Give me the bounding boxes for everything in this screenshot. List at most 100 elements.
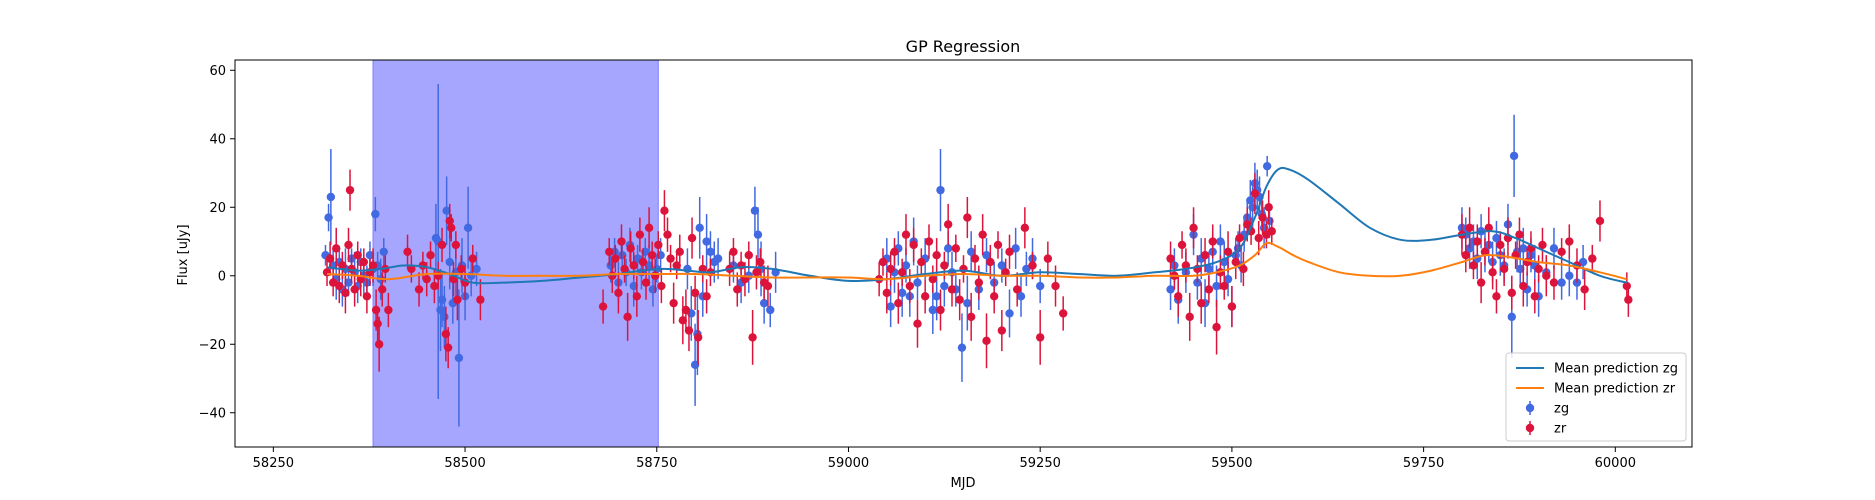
data-point [1204, 264, 1214, 274]
data-point [989, 292, 999, 301]
data-point [943, 220, 953, 229]
data-point [1197, 298, 1206, 308]
data-point [1262, 161, 1272, 171]
x-tick-label: 58750 [636, 456, 677, 471]
data-point [1492, 233, 1501, 243]
data-point [1166, 285, 1175, 294]
data-point [350, 285, 359, 294]
data-point [1001, 268, 1010, 277]
data-point [966, 312, 976, 322]
data-point [1480, 247, 1490, 256]
data-point [371, 305, 381, 315]
data-point [611, 254, 620, 263]
data-point [920, 292, 930, 301]
data-point [905, 281, 915, 291]
data-point [463, 223, 473, 233]
data-point [1208, 237, 1217, 246]
data-point [644, 223, 654, 233]
data-point [901, 230, 911, 239]
data-point [440, 312, 449, 322]
data-point [324, 213, 333, 222]
data-point [1220, 281, 1229, 291]
data-point [890, 247, 899, 256]
data-point [878, 257, 888, 267]
x-tick-label: 59000 [828, 456, 869, 471]
legend-label: zr [1554, 422, 1567, 437]
data-point [924, 237, 934, 246]
data-point [442, 206, 451, 215]
data-point [598, 302, 608, 311]
data-point [1166, 254, 1175, 263]
data-point [1005, 309, 1014, 318]
data-point [445, 257, 454, 267]
data-point [1258, 213, 1267, 222]
data-point [1267, 227, 1276, 236]
plot-frame [234, 59, 1693, 448]
data-point [1016, 292, 1026, 301]
data-point [943, 244, 953, 253]
data-point [974, 278, 984, 287]
data-point [936, 305, 945, 315]
data-point [678, 316, 688, 325]
data-point [626, 244, 635, 253]
data-point [698, 264, 707, 274]
data-point [1476, 278, 1486, 287]
data-point [894, 298, 903, 308]
x-tick-label: 59250 [1020, 456, 1061, 471]
data-point [928, 274, 938, 284]
data-point [426, 251, 435, 260]
data-point [1588, 254, 1597, 263]
data-point [1622, 281, 1632, 291]
data-point [729, 247, 738, 256]
data-point [657, 281, 666, 291]
data-point [752, 268, 761, 277]
data-point [414, 285, 424, 294]
x-tick-label: 58250 [253, 456, 294, 471]
data-point [763, 281, 773, 291]
legend: Mean prediction zg Mean prediction zr zg zr [1505, 352, 1687, 442]
data-point [702, 237, 711, 246]
data-point [1223, 247, 1233, 256]
data-point [886, 302, 895, 311]
data-point [374, 340, 384, 349]
data-point [1578, 257, 1588, 267]
data-point [957, 343, 967, 352]
data-point [629, 281, 638, 291]
data-point [466, 271, 476, 280]
data-point [1231, 257, 1240, 267]
data-point [1557, 278, 1566, 287]
data-point [441, 329, 451, 339]
data-point [1174, 292, 1183, 301]
series-zr [322, 169, 1633, 372]
data-point [1185, 312, 1194, 322]
data-point [1473, 237, 1482, 246]
data-point [614, 288, 623, 298]
data-point [620, 264, 629, 274]
data-point [669, 298, 678, 308]
data-point [605, 247, 614, 256]
data-point [1461, 251, 1470, 260]
data-point [322, 268, 332, 277]
data-point [632, 292, 642, 301]
y-tick-label: −20 [199, 338, 226, 353]
data-point [897, 268, 907, 277]
data-point [341, 288, 350, 298]
data-point [756, 257, 765, 267]
data-point [966, 247, 976, 256]
data-point [750, 206, 760, 215]
data-point [947, 285, 957, 294]
data-point [1538, 240, 1547, 250]
data-point [909, 240, 918, 250]
data-point [1022, 264, 1031, 274]
data-point [1239, 264, 1248, 274]
data-point [1496, 240, 1505, 250]
data-point [928, 305, 938, 315]
data-point [963, 298, 972, 308]
data-point [997, 261, 1007, 270]
data-point [368, 261, 378, 270]
data-point [326, 192, 336, 202]
data-point [344, 240, 353, 250]
data-point [476, 295, 485, 304]
data-point [436, 305, 445, 315]
